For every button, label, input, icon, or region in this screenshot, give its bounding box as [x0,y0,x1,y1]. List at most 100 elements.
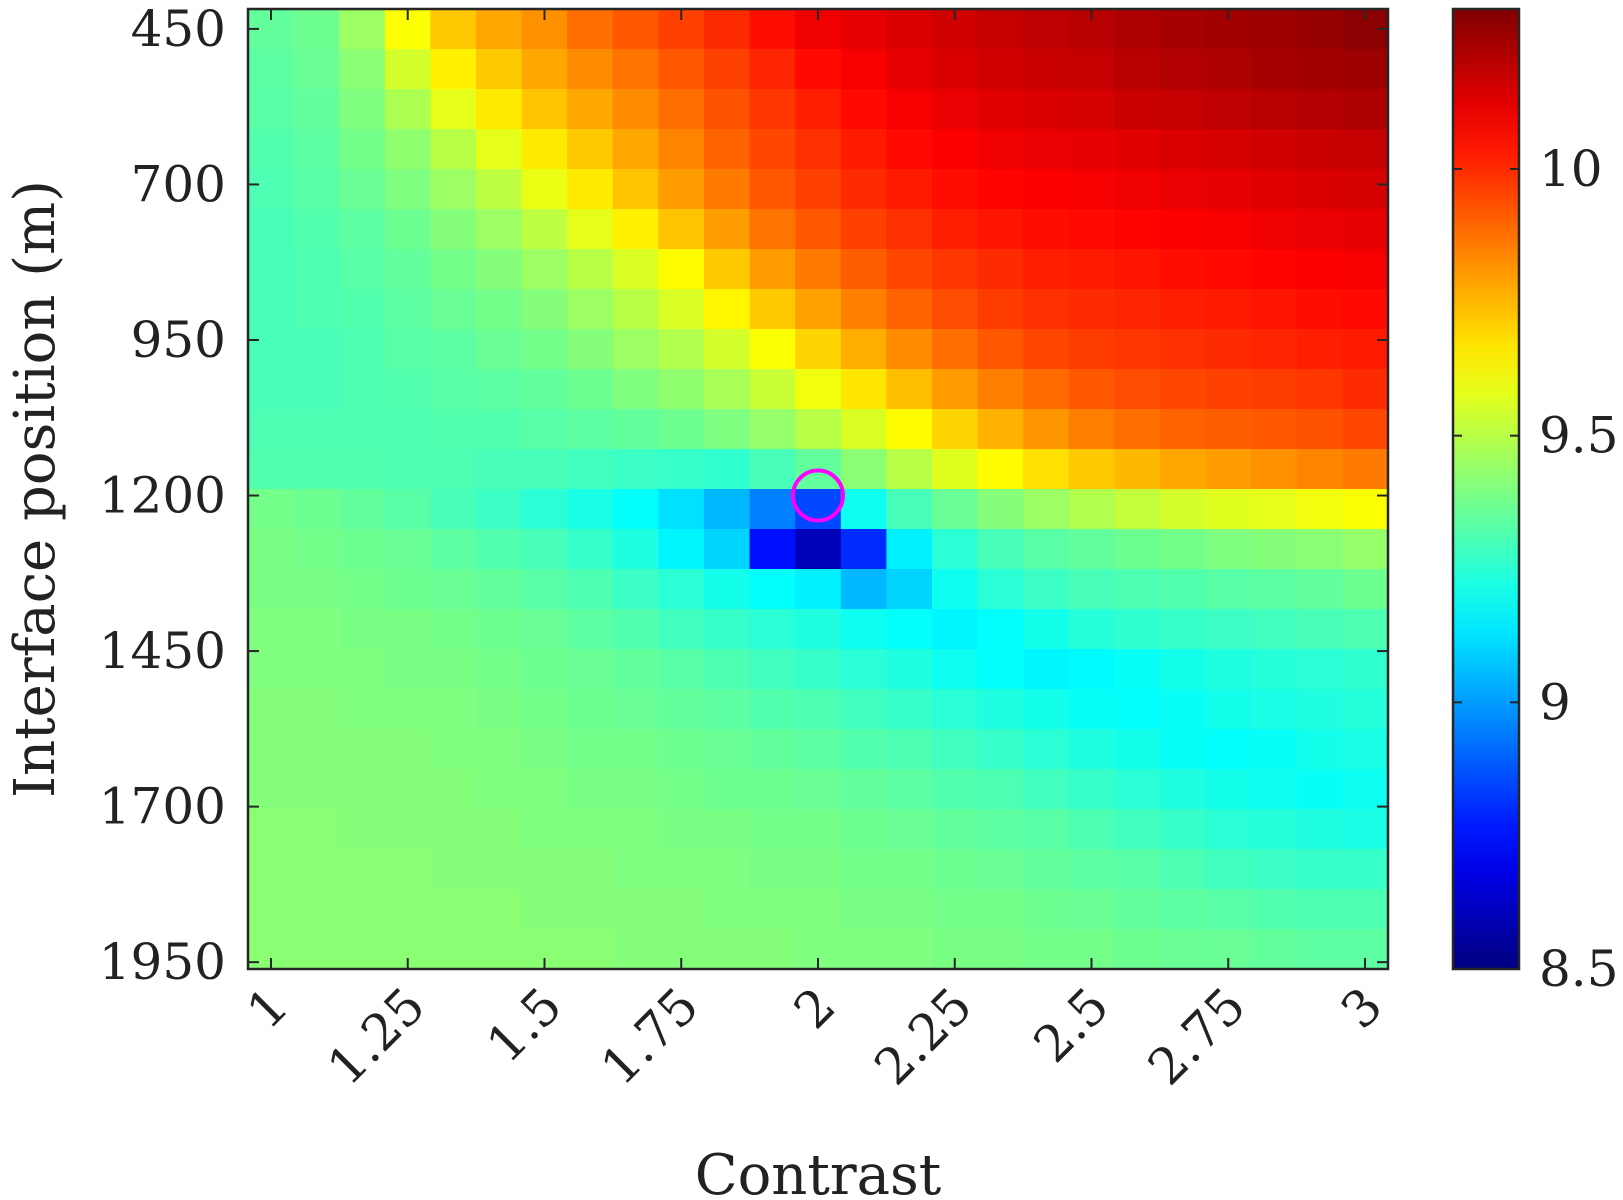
heatmap-cell [1114,489,1161,530]
heatmap-cell [476,329,523,370]
heatmap-cell [795,249,842,290]
heatmap-cell [932,409,979,450]
heatmap-cell [977,209,1024,250]
heatmap-cell [1251,489,1298,530]
heatmap-cell [1205,529,1252,570]
heatmap-cell [1296,569,1343,610]
heatmap-cell [1114,609,1161,650]
heatmap-cell [248,169,295,210]
heatmap-cell [932,369,979,410]
heatmap-cell [612,729,659,770]
heatmap-cell [1023,409,1070,450]
heatmap-cell [1342,809,1389,850]
heatmap-cell [1068,489,1115,530]
heatmap-cell [476,609,523,650]
heatmap-cell [840,49,887,90]
minimum-marker-layer [791,468,845,523]
heatmap-cell [886,209,933,250]
heatmap-cell [567,569,614,610]
heatmap-cell [384,369,431,410]
heatmap-cell [612,649,659,690]
heatmap-cell [977,609,1024,650]
heatmap-cell [658,49,705,90]
heatmap-cell [1251,929,1298,970]
heatmap-cell [339,569,386,610]
heatmap-cell [521,289,568,330]
heatmap-cell [521,329,568,370]
heatmap-cell [1296,289,1343,330]
heatmap-cell [704,609,751,650]
heatmap-cell [1068,729,1115,770]
heatmap-cell [293,329,340,370]
heatmap-cell [1160,9,1207,50]
heatmap-cell [430,409,477,450]
heatmap-cell [339,889,386,930]
heatmap-cell [749,809,796,850]
heatmap-cell [384,289,431,330]
heatmap-cell [1068,409,1115,450]
heatmap-cell [1068,809,1115,850]
heatmap-cell [248,809,295,850]
heatmap-cell [1114,409,1161,450]
heatmap-cell [1251,329,1298,370]
heatmap-cell [1023,569,1070,610]
heatmap-cell [1342,249,1389,290]
y-tick-label: 1950 [99,933,226,991]
heatmap-cell [1342,529,1389,570]
heatmap-cell [1023,89,1070,130]
heatmap-cell [567,929,614,970]
heatmap-cell [521,609,568,650]
heatmap-cell [1205,649,1252,690]
heatmap-cell [384,329,431,370]
y-tick-label: 1700 [99,778,226,836]
heatmap-cell [430,729,477,770]
heatmap-cell [430,449,477,490]
heatmap-cell [1114,569,1161,610]
heatmap-cell [567,169,614,210]
heatmap-cell [1068,769,1115,810]
x-axis-title: Contrast [695,1143,942,1200]
y-tick-label: 1450 [99,622,226,680]
heatmap-cell [521,489,568,530]
heatmap-cell [749,89,796,130]
colorbar [1451,7,1521,971]
heatmap-cell [704,89,751,130]
heatmap-cell [1342,729,1389,770]
heatmap-cell [658,809,705,850]
heatmap-cell [612,49,659,90]
heatmap-cell [1296,849,1343,890]
heatmap-cell [1114,129,1161,170]
heatmap-cell [248,529,295,570]
heatmap-cell [1114,449,1161,490]
y-tick-label: 1200 [99,467,226,525]
heatmap-cell [749,569,796,610]
heatmap-cell [384,129,431,170]
heatmap-cell [886,249,933,290]
heatmap-cell [521,369,568,410]
heatmap-cell [430,289,477,330]
heatmap-cell [567,649,614,690]
heatmap-cell [1205,289,1252,330]
heatmap-cell [612,449,659,490]
heatmap-cell [1068,169,1115,210]
heatmap-cell [339,809,386,850]
heatmap-cell [293,9,340,50]
heatmap-cell [612,809,659,850]
heatmap-cell [567,369,614,410]
heatmap-cell [1205,129,1252,170]
heatmap-cell [840,369,887,410]
heatmap-cell [476,929,523,970]
heatmap-cell [430,649,477,690]
heatmap-cell [658,369,705,410]
heatmap-cell [1160,489,1207,530]
heatmap-cell [1205,809,1252,850]
heatmap-cell [612,889,659,930]
heatmap-cell [248,689,295,730]
heatmap-cell [567,769,614,810]
heatmap-cell [1114,249,1161,290]
heatmap-cell [1023,369,1070,410]
y-axis-title: Interface position (m) [3,180,68,798]
heatmap-cell [749,689,796,730]
heatmap-cell [476,809,523,850]
heatmap-cell [430,89,477,130]
